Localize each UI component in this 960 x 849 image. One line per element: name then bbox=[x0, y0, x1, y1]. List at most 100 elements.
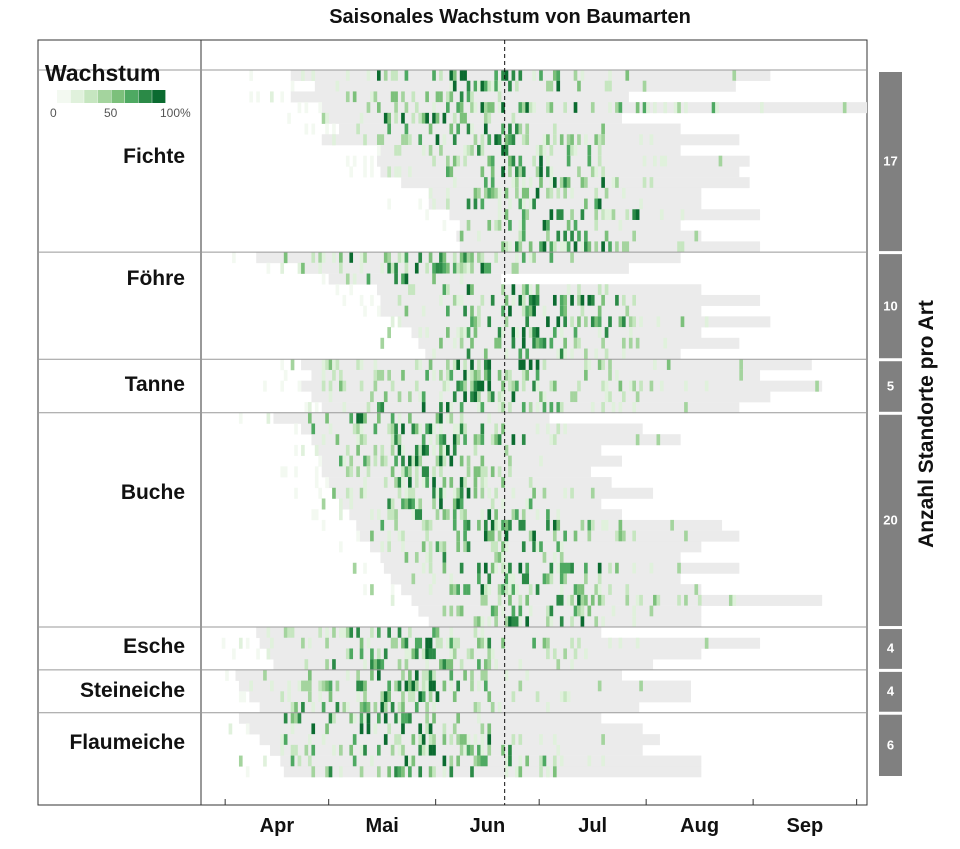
growth-cell bbox=[373, 380, 378, 392]
growth-cell bbox=[383, 391, 388, 403]
growth-cell bbox=[487, 380, 492, 392]
growth-cell bbox=[290, 723, 295, 735]
growth-cell bbox=[497, 519, 502, 531]
growth-cell bbox=[528, 284, 533, 296]
site-row-background bbox=[314, 444, 602, 456]
growth-cell bbox=[370, 91, 374, 103]
growth-cell bbox=[401, 423, 405, 435]
growth-cell bbox=[504, 669, 509, 681]
growth-cell bbox=[425, 209, 429, 221]
growth-cell bbox=[359, 637, 364, 649]
growth-cell bbox=[442, 219, 447, 231]
growth-cell bbox=[653, 359, 657, 371]
growth-cell bbox=[263, 380, 267, 392]
growth-cell bbox=[477, 573, 481, 585]
site-row-background bbox=[428, 616, 702, 628]
growth-cell bbox=[501, 70, 505, 82]
growth-cell bbox=[497, 337, 502, 349]
growth-cell bbox=[490, 434, 495, 446]
growth-cell bbox=[449, 627, 454, 639]
growth-cell bbox=[515, 187, 519, 199]
growth-cell bbox=[487, 359, 492, 371]
growth-cell bbox=[487, 723, 492, 735]
growth-cell bbox=[528, 477, 533, 489]
growth-cell bbox=[238, 412, 243, 424]
growth-cell bbox=[439, 91, 443, 103]
growth-cell bbox=[270, 91, 274, 103]
growth-cell bbox=[635, 391, 640, 403]
growth-cell bbox=[432, 573, 436, 585]
growth-cell bbox=[497, 434, 502, 446]
growth-cell bbox=[615, 369, 619, 381]
growth-cell bbox=[604, 519, 609, 531]
growth-cell bbox=[421, 648, 426, 660]
growth-cell bbox=[366, 102, 371, 114]
growth-cell bbox=[356, 444, 360, 456]
growth-cell bbox=[449, 584, 454, 596]
growth-cell bbox=[480, 594, 485, 606]
growth-cell bbox=[432, 198, 436, 210]
growth-cell bbox=[466, 369, 471, 381]
growth-cell bbox=[573, 102, 578, 114]
growth-cell bbox=[515, 327, 519, 339]
growth-cell bbox=[666, 359, 671, 371]
growth-cell bbox=[397, 477, 402, 489]
growth-cell bbox=[380, 402, 385, 414]
growth-cell bbox=[501, 284, 505, 296]
growth-cell bbox=[301, 444, 305, 456]
growth-cell bbox=[604, 348, 609, 360]
growth-cell bbox=[408, 755, 412, 767]
growth-cell bbox=[487, 487, 492, 499]
growth-cell bbox=[525, 573, 530, 585]
growth-cell bbox=[546, 509, 550, 521]
growth-cell bbox=[649, 380, 654, 392]
growth-cell bbox=[363, 434, 367, 446]
growth-cell bbox=[487, 134, 492, 146]
growth-cell bbox=[297, 102, 302, 114]
growth-cell bbox=[459, 262, 464, 274]
growth-cell bbox=[635, 637, 640, 649]
growth-cell bbox=[480, 466, 485, 478]
growth-cell bbox=[404, 712, 409, 724]
growth-cell bbox=[635, 102, 640, 114]
growth-cell bbox=[452, 519, 457, 531]
growth-cell bbox=[632, 605, 636, 617]
growth-cell bbox=[470, 262, 474, 274]
growth-cell bbox=[594, 187, 599, 199]
growth-cell bbox=[366, 70, 371, 82]
growth-cell bbox=[297, 380, 302, 392]
growth-cell bbox=[318, 627, 322, 639]
growth-cell bbox=[411, 284, 416, 296]
growth-cell bbox=[528, 605, 533, 617]
growth-cell bbox=[356, 423, 360, 435]
growth-cell bbox=[428, 744, 433, 756]
growth-cell bbox=[432, 477, 436, 489]
growth-cell bbox=[639, 198, 643, 210]
growth-cell bbox=[473, 80, 478, 92]
growth-cell bbox=[432, 648, 436, 660]
count-label: 20 bbox=[883, 512, 898, 528]
growth-cell bbox=[604, 284, 609, 296]
growth-cell bbox=[428, 648, 433, 660]
growth-cell bbox=[508, 166, 512, 178]
growth-cell bbox=[307, 755, 312, 767]
growth-cell bbox=[601, 241, 605, 253]
site-row-background bbox=[380, 305, 702, 317]
growth-cell bbox=[339, 455, 343, 467]
growth-cell bbox=[387, 123, 391, 135]
growth-cell bbox=[608, 80, 612, 92]
growth-cell bbox=[325, 723, 329, 735]
growth-cell bbox=[404, 498, 409, 510]
growth-cell bbox=[383, 734, 388, 746]
growth-cell bbox=[521, 294, 526, 306]
growth-cell bbox=[349, 487, 354, 499]
growth-cell bbox=[501, 744, 505, 756]
growth-cell bbox=[390, 423, 395, 435]
growth-cell bbox=[515, 166, 519, 178]
growth-cell bbox=[225, 669, 229, 681]
growth-cell bbox=[294, 744, 298, 756]
growth-cell bbox=[425, 466, 429, 478]
growth-cell bbox=[345, 273, 350, 285]
growth-cell bbox=[577, 594, 581, 606]
growth-cell bbox=[621, 294, 626, 306]
